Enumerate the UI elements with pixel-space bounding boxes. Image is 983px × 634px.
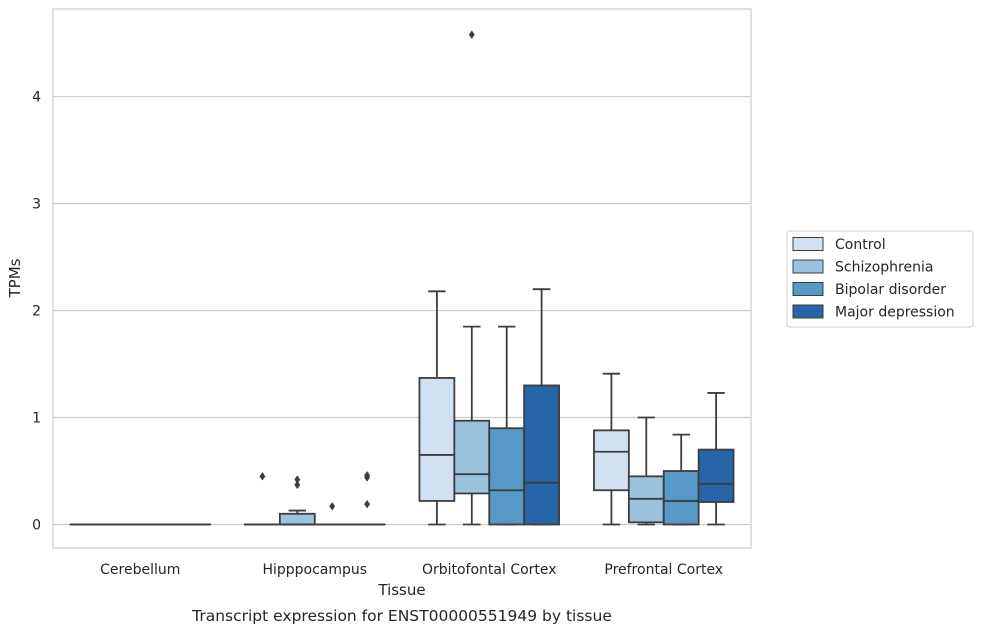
- outlier-point: [329, 502, 336, 511]
- legend-label: Bipolar disorder: [835, 282, 946, 298]
- x-tick-label: Hipppocampus: [262, 562, 367, 578]
- box-rect: [697, 448, 735, 503]
- legend-frame: [786, 230, 974, 328]
- box-schizophrenia: [627, 416, 665, 526]
- legend-swatch: [792, 237, 824, 251]
- legend-label: Schizophrenia: [835, 260, 933, 276]
- box-schizophrenia: [453, 30, 491, 526]
- box-major-depression: [523, 288, 560, 526]
- chart-caption: Transcript expression for ENST0000055194…: [191, 607, 612, 625]
- outlier-point: [294, 480, 301, 490]
- legend-label: Control: [835, 237, 886, 253]
- box-schizophrenia: [278, 475, 316, 526]
- legend-item: Major depression: [792, 304, 955, 321]
- x-tick-label: Cerebellum: [100, 562, 180, 578]
- box-rect: [662, 470, 700, 526]
- box-groups: [69, 30, 735, 526]
- plot-area: [53, 9, 751, 548]
- box-rect: [523, 384, 560, 526]
- outlier-point: [364, 499, 371, 509]
- legend-swatch: [792, 259, 824, 274]
- legend-item: Control: [792, 237, 886, 253]
- x-tick-label: Orbitofontal Cortex: [422, 562, 557, 578]
- legend-item: Schizophrenia: [792, 259, 933, 276]
- plot-frame: [52, 8, 752, 549]
- y-tick-label: 1: [32, 411, 41, 427]
- outlier-point: [294, 475, 301, 484]
- box-rect: [488, 427, 526, 526]
- box-control: [593, 372, 630, 526]
- legend-label: Major depression: [835, 305, 955, 321]
- legend: Control Schizophrenia Bipolar disorder Majo…: [786, 230, 974, 328]
- box-major-depression: [348, 471, 386, 526]
- y-axis-title: TPMs: [6, 258, 24, 298]
- y-tick-label: 3: [32, 197, 41, 213]
- x-axis-ticks: Cerebellum Hipppocampus Orbitofontal Corte…: [100, 562, 723, 578]
- box-rect: [418, 377, 456, 502]
- y-tick-label: 2: [32, 304, 41, 320]
- box-rect: [453, 419, 491, 495]
- outlier-point: [468, 30, 475, 39]
- y-axis-ticks: 0 1 2 3 4: [32, 90, 41, 534]
- legend-items: Control Schizophrenia Bipolar disorder Majo…: [792, 237, 955, 321]
- outlier-point: [364, 471, 371, 480]
- legend-swatch: [792, 282, 824, 296]
- x-tick-label: Prefrontal Cortex: [604, 562, 723, 578]
- box-rect: [278, 512, 316, 526]
- box-control: [418, 290, 456, 526]
- y-tick-label: 0: [32, 517, 41, 533]
- x-axis-title: Tissue: [377, 581, 425, 599]
- y-tick-label: 4: [32, 90, 41, 106]
- legend-swatch: [792, 304, 824, 319]
- box-rect: [593, 429, 630, 492]
- legend-item: Bipolar disorder: [792, 282, 946, 298]
- outlier-point: [259, 472, 266, 481]
- box-major-depression: [697, 392, 735, 526]
